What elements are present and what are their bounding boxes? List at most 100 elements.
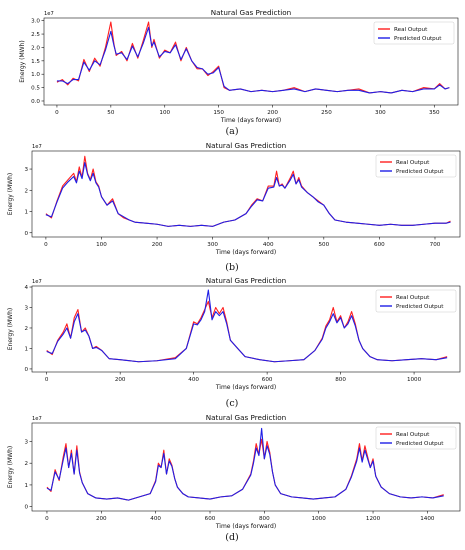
y-exponent-label: 1e7 [44, 11, 54, 17]
x-tick-label: 400 [188, 377, 199, 383]
x-axis-label: Time (days forward) [215, 523, 276, 530]
y-tick-label: 3.0 [31, 19, 40, 25]
y-tick-label: 0 [24, 505, 28, 511]
y-tick-label: 0.5 [31, 86, 40, 92]
y-tick-label: 4 [24, 285, 28, 291]
x-tick-label: 600 [262, 377, 273, 383]
panel-caption: (a) [225, 126, 238, 137]
y-tick-label: 0 [24, 231, 28, 237]
x-tick-label: 300 [207, 242, 218, 248]
x-tick-label: 350 [429, 110, 440, 116]
x-axis-label: Time (days forward) [215, 249, 276, 256]
x-tick-label: 0 [45, 377, 49, 383]
legend-box [375, 154, 457, 178]
chart-panel-2: Natural Gas Prediction 1e7 0 100 200 300 400 50… [7, 141, 461, 273]
plot-frame [31, 285, 461, 373]
x-tick-label: 400 [150, 516, 161, 522]
y-tick-label: 2.5 [31, 32, 40, 38]
legend: Real Output Predicted Output [375, 154, 457, 178]
legend: Real Output Predicted Output [373, 21, 455, 45]
y-tick-label: 1.5 [31, 59, 40, 65]
y-tick-label: 1 [24, 346, 28, 352]
y-axis-label: Energy (MWh) [19, 40, 26, 83]
legend-entry: Real Output [396, 432, 430, 438]
legend-box [375, 426, 457, 450]
chart-title: Natural Gas Prediction [206, 141, 287, 150]
x-tick-label: 1200 [366, 516, 381, 522]
x-tick-label: 1000 [407, 377, 422, 383]
x-tick-label: 800 [259, 516, 270, 522]
legend: Real Output Predicted Output [375, 289, 457, 313]
y-tick-label: 3 [24, 167, 28, 173]
x-tick-label: 1400 [420, 516, 435, 522]
y-axis-label: Energy (MWh) [7, 173, 14, 216]
x-tick-label: 200 [152, 242, 163, 248]
legend-entry: Real Output [396, 295, 430, 301]
x-tick-label: 200 [96, 516, 107, 522]
legend-entry: Real Output [394, 27, 428, 33]
panel-caption: (b) [225, 262, 239, 273]
plot-frame [31, 422, 461, 512]
y-exponent-label: 1e7 [32, 144, 42, 150]
x-tick-label: 400 [263, 242, 274, 248]
chart-title: Natural Gas Prediction [206, 276, 287, 285]
x-tick-label: 100 [159, 110, 170, 116]
y-exponent-label: 1e7 [32, 279, 42, 285]
x-tick-label: 150 [213, 110, 224, 116]
series-line-predicted-output [46, 427, 444, 501]
y-tick-label: 0.0 [31, 99, 40, 105]
x-tick-label: 250 [321, 110, 332, 116]
y-tick-label: 3 [24, 306, 28, 312]
series-line-predicted-output [46, 289, 448, 363]
y-tick-label: 2.0 [31, 45, 40, 51]
x-tick-label: 0 [44, 242, 48, 248]
series-line-real-output [46, 300, 448, 363]
x-tick-label: 0 [55, 110, 59, 116]
series-line-predicted-output [56, 26, 450, 94]
y-tick-label: 1 [24, 483, 28, 489]
x-tick-label: 500 [318, 242, 329, 248]
legend-box [375, 289, 457, 313]
y-tick-label: 2 [24, 461, 28, 467]
x-axis-label: Time (days forward) [215, 384, 276, 391]
legend: Real Output Predicted Output [375, 426, 457, 450]
plot-frame [43, 17, 459, 106]
y-axis-label: Energy (MWh) [7, 446, 14, 489]
legend-entry: Predicted Output [396, 169, 444, 175]
y-tick-label: 1 [24, 210, 28, 216]
x-tick-label: 0 [45, 516, 49, 522]
panel-caption: (d) [225, 532, 239, 543]
series-line-predicted-output [45, 162, 451, 227]
x-tick-label: 1000 [312, 516, 327, 522]
x-tick-label: 200 [115, 377, 126, 383]
x-tick-label: 600 [374, 242, 385, 248]
x-tick-label: 200 [267, 110, 278, 116]
legend-entry: Predicted Output [396, 304, 444, 310]
x-tick-label: 300 [375, 110, 386, 116]
y-tick-label: 2 [24, 188, 28, 194]
chart-title: Natural Gas Prediction [211, 8, 292, 17]
y-axis-label: Energy (MWh) [7, 308, 14, 351]
x-tick-label: 700 [430, 242, 441, 248]
legend-box [373, 21, 455, 45]
chart-title: Natural Gas Prediction [206, 413, 287, 422]
y-tick-label: 1.0 [31, 72, 40, 78]
x-tick-label: 800 [335, 377, 346, 383]
x-axis-label: Time (days forward) [220, 117, 281, 124]
plot-frame [31, 150, 461, 238]
y-exponent-label: 1e7 [32, 416, 42, 422]
legend-entry: Predicted Output [394, 36, 442, 42]
x-tick-label: 50 [107, 110, 115, 116]
legend-entry: Predicted Output [396, 441, 444, 447]
legend-entry: Real Output [396, 160, 430, 166]
panel-caption: (c) [226, 398, 239, 409]
chart-panel-1: Natural Gas Prediction 1e7 0 50 100 150 200 250… [19, 8, 459, 137]
x-tick-label: 100 [96, 242, 107, 248]
y-tick-label: 3 [24, 439, 28, 445]
y-tick-label: 2 [24, 326, 28, 332]
y-tick-label: 0 [24, 367, 28, 373]
x-tick-label: 600 [205, 516, 216, 522]
